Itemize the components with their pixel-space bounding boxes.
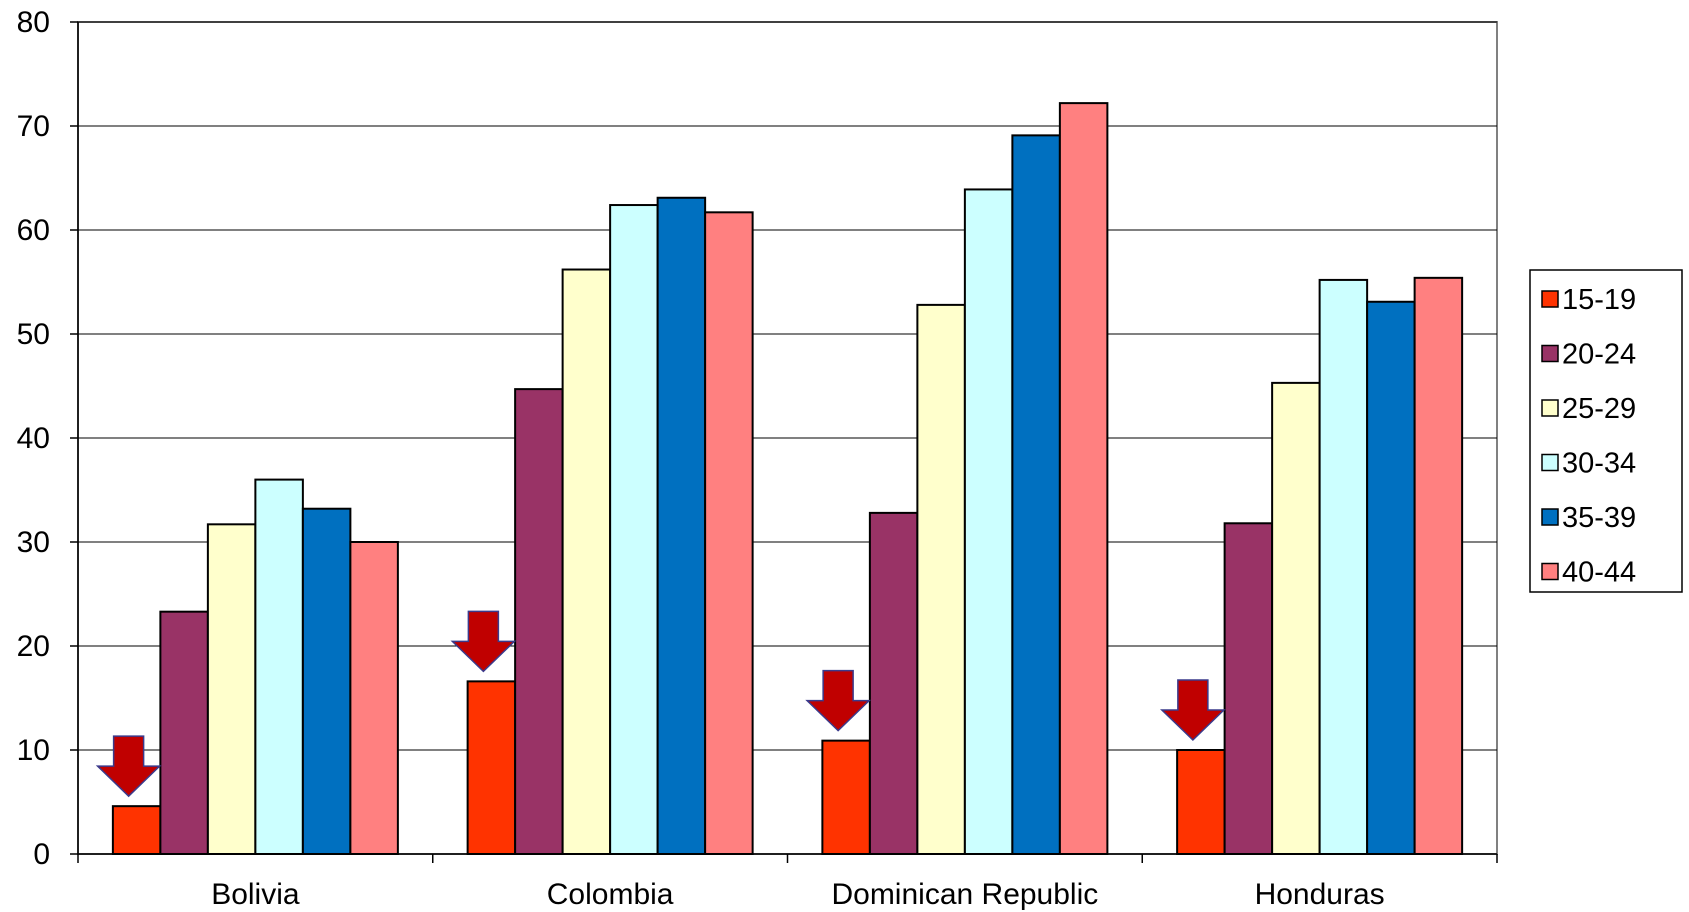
bar-30-34-colombia	[609, 204, 659, 856]
bar-35-39-honduras	[1366, 300, 1416, 855]
down-arrow-icon	[450, 610, 517, 673]
legend-label: 35-39	[1562, 502, 1636, 534]
legend-label: 40-44	[1562, 557, 1636, 589]
bar-25-29-honduras	[1271, 381, 1321, 855]
y-tick-label: 40	[17, 422, 50, 455]
x-axis: Bolivia Colombia Dominican Republic Hondura…	[77, 853, 1498, 911]
legend-label: 20-24	[1562, 339, 1636, 371]
x-tick-label: Colombia	[547, 878, 674, 911]
y-axis: 0 10 20 30 40 50 60 70 80	[17, 6, 79, 871]
bar-20-24-dominican-republic	[868, 511, 919, 855]
bar-40-44-honduras	[1413, 276, 1464, 855]
legend-swatch	[1541, 453, 1559, 472]
legend-label: 15-19	[1562, 284, 1636, 316]
legend-swatch	[1541, 290, 1559, 308]
y-tick-label: 50	[17, 318, 50, 351]
bar-40-44-dominican-republic	[1058, 102, 1109, 856]
bar-35-39-dominican-republic	[1011, 134, 1061, 856]
down-arrow-icon	[1160, 679, 1226, 742]
bar-30-34-bolivia	[254, 478, 304, 855]
y-tick-label: 0	[33, 838, 50, 871]
x-tick-label: Honduras	[1255, 878, 1385, 911]
bar-35-39-colombia	[656, 196, 707, 855]
legend-swatch	[1541, 562, 1559, 581]
down-arrow-icon	[805, 669, 871, 732]
y-tick-label: 80	[17, 6, 50, 39]
legend-label: 25-29	[1562, 393, 1636, 425]
legend: 15-19 20-24 25-29 30-34 35-39 40-44	[1529, 269, 1683, 593]
bars	[111, 102, 1464, 856]
legend-label: 30-34	[1562, 448, 1636, 480]
bar-25-29-bolivia	[206, 523, 257, 855]
bar-15-19-honduras	[1176, 749, 1226, 855]
y-tick-label: 30	[17, 526, 50, 559]
legend-box	[1529, 269, 1683, 593]
x-tick-label: Bolivia	[211, 878, 300, 911]
legend-swatch	[1541, 344, 1559, 363]
bar-25-29-dominican-republic	[916, 303, 966, 855]
bar-40-44-bolivia	[349, 541, 399, 855]
bar-30-34-dominican-republic	[963, 188, 1014, 855]
y-tick-label: 20	[17, 630, 50, 663]
down-arrow-icon	[95, 735, 162, 798]
bar-40-44-colombia	[704, 211, 754, 855]
bar-35-39-bolivia	[301, 507, 352, 855]
x-tick-label: Dominican Republic	[831, 878, 1098, 911]
bar-20-24-bolivia	[159, 610, 209, 855]
bar-15-19-dominican-republic	[821, 739, 871, 856]
bar-15-19-colombia	[466, 680, 517, 855]
bar-20-24-colombia	[514, 388, 564, 855]
bar-25-29-colombia	[561, 268, 612, 855]
bar-15-19-bolivia	[111, 805, 162, 855]
annotation-arrows	[95, 610, 1226, 798]
y-tick-label: 60	[17, 214, 50, 247]
legend-swatch	[1541, 508, 1559, 526]
bar-30-34-honduras	[1318, 278, 1369, 856]
bar-20-24-honduras	[1223, 522, 1274, 856]
y-tick-label: 10	[17, 734, 50, 767]
legend-swatch	[1541, 399, 1559, 417]
y-tick-label: 70	[17, 110, 50, 143]
